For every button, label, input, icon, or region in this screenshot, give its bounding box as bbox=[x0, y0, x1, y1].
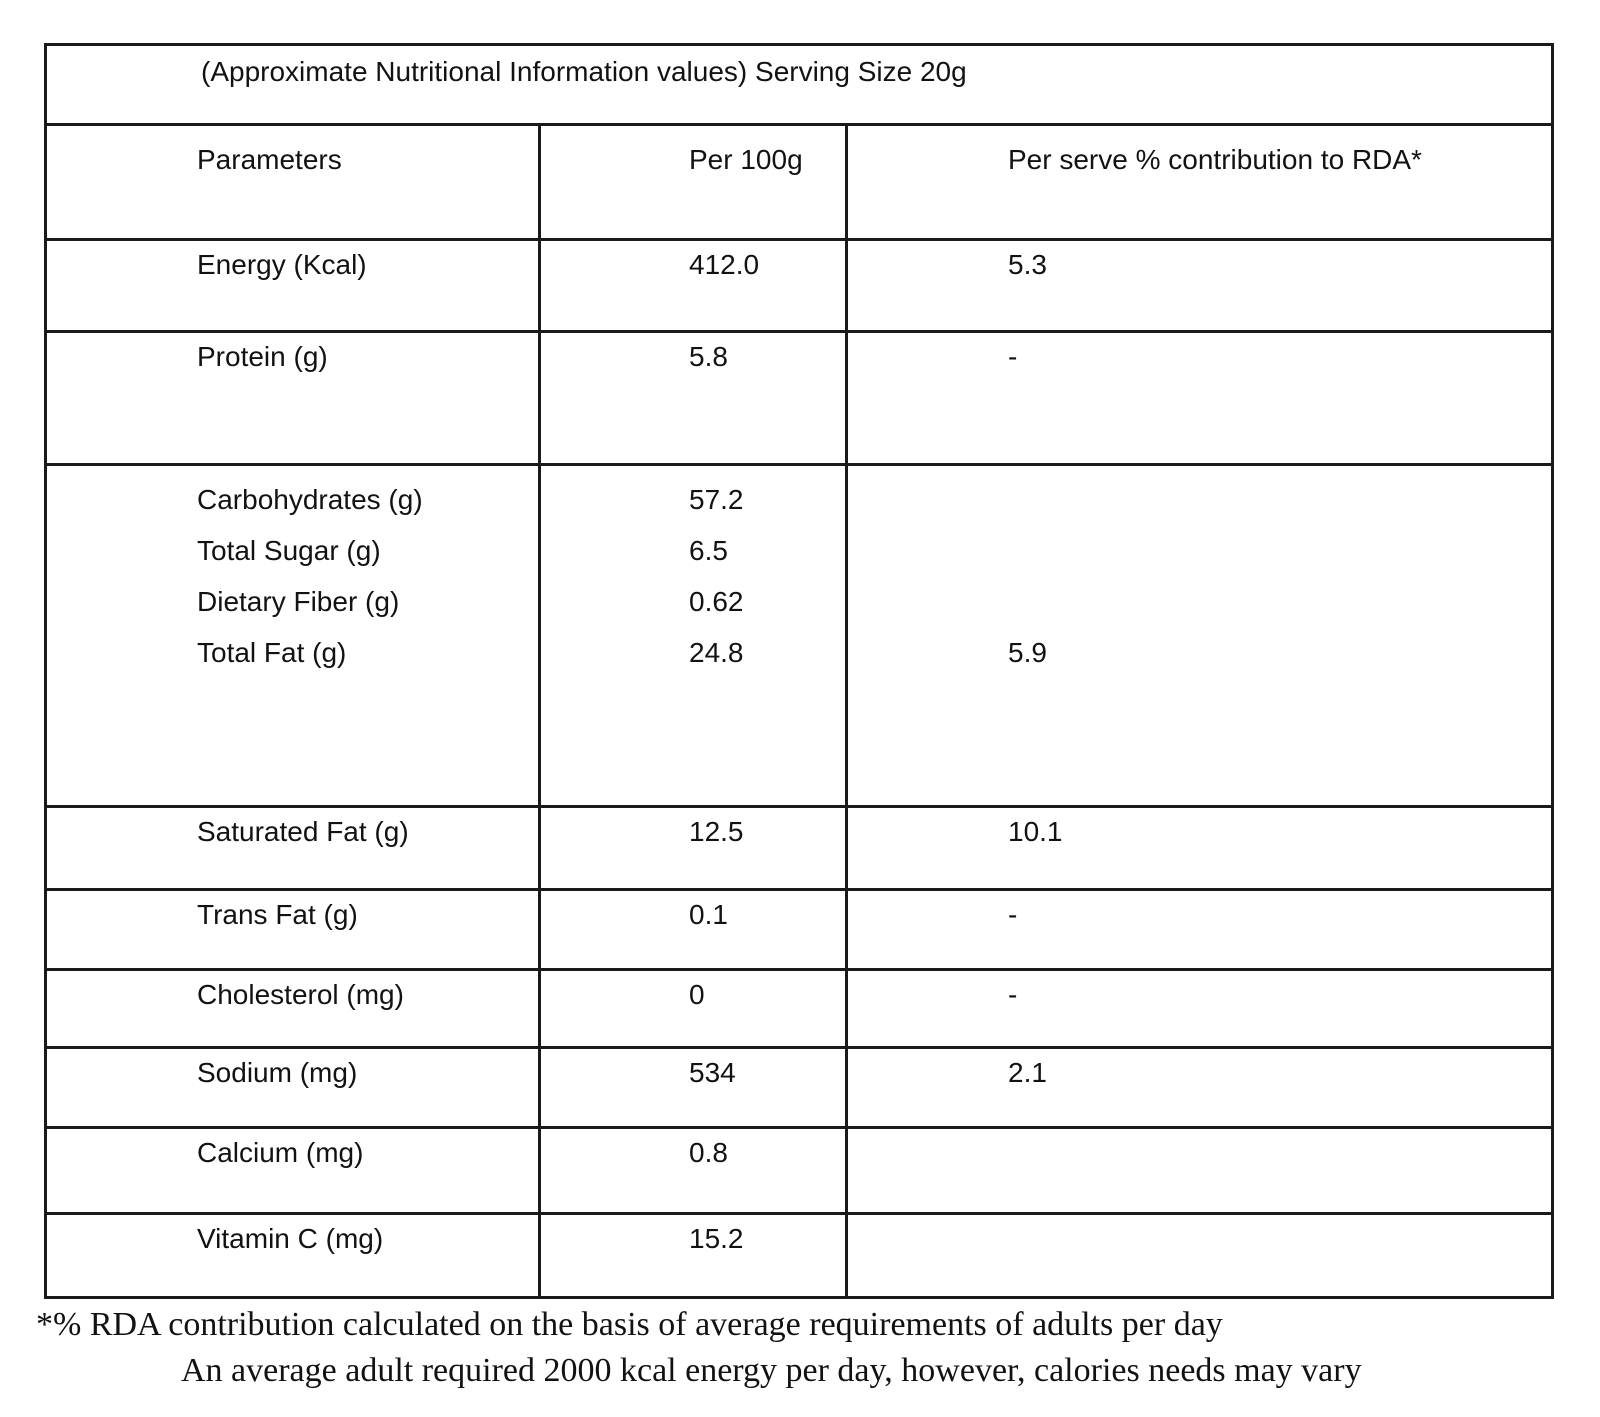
footnote-rda-basis: *% RDA contribution calculated on the ba… bbox=[36, 1306, 1223, 1343]
table-title: (Approximate Nutritional Information val… bbox=[43, 43, 1555, 126]
row-protein-per-100g: 5.8 bbox=[538, 330, 848, 466]
row-dietary-fiber-label: Dietary Fiber (g) bbox=[197, 586, 400, 617]
row-saturated-fat-per-100g: 12.5 bbox=[538, 805, 848, 891]
table-row-saturated-fat: Saturated Fat (g) 12.5 10.1 bbox=[44, 805, 1555, 891]
carb-group-rda: 5.9 bbox=[844, 463, 1555, 808]
row-sodium-rda: 2.1 bbox=[844, 1046, 1555, 1129]
row-dietary-fiber-per-100g: 0.62 bbox=[689, 586, 744, 617]
row-total-fat-per-100g: 24.8 bbox=[689, 637, 744, 668]
table-row-carbohydrate-group: Carbohydrates (g) Total Sugar (g) Dietar… bbox=[44, 463, 1555, 808]
table-row-cholesterol: Cholesterol (mg) 0 - bbox=[44, 968, 1555, 1049]
row-dietary-fiber-rda bbox=[1008, 576, 1545, 627]
table-row-vitamin-c: Vitamin C (mg) 15.2 bbox=[44, 1212, 1555, 1299]
row-sodium-label: Sodium (mg) bbox=[44, 1046, 541, 1129]
row-energy-label: Energy (Kcal) bbox=[44, 238, 541, 333]
row-total-fat-label: Total Fat (g) bbox=[197, 637, 347, 668]
row-calcium-per-100g: 0.8 bbox=[538, 1126, 848, 1215]
row-carbohydrates-label: Carbohydrates (g) bbox=[197, 484, 423, 515]
row-vitamin-c-per-100g: 15.2 bbox=[538, 1212, 848, 1299]
row-cholesterol-per-100g: 0 bbox=[538, 968, 848, 1049]
row-trans-fat-label: Trans Fat (g) bbox=[44, 888, 541, 971]
row-total-fat-rda: 5.9 bbox=[1008, 637, 1047, 668]
row-carbohydrates-rda bbox=[1008, 474, 1545, 525]
row-saturated-fat-rda: 10.1 bbox=[844, 805, 1555, 891]
row-carbohydrates-per-100g: 57.2 bbox=[689, 484, 744, 515]
header-row: Parameters Per 100g Per serve % contribu… bbox=[44, 123, 1555, 241]
row-calcium-label: Calcium (mg) bbox=[44, 1126, 541, 1215]
row-vitamin-c-rda bbox=[844, 1212, 1555, 1299]
footnote-average-adult: An average adult required 2000 kcal ener… bbox=[181, 1352, 1362, 1389]
table-row-calcium: Calcium (mg) 0.8 bbox=[44, 1126, 1555, 1215]
table-row-protein: Protein (g) 5.8 - bbox=[44, 330, 1555, 466]
table-row-energy: Energy (Kcal) 412.0 5.3 bbox=[44, 238, 1555, 333]
row-saturated-fat-label: Saturated Fat (g) bbox=[44, 805, 541, 891]
row-cholesterol-label: Cholesterol (mg) bbox=[44, 968, 541, 1049]
table-row-trans-fat: Trans Fat (g) 0.1 - bbox=[44, 888, 1555, 971]
row-sodium-per-100g: 534 bbox=[538, 1046, 848, 1129]
column-header-rda: Per serve % contribution to RDA* bbox=[844, 123, 1555, 241]
title-row: (Approximate Nutritional Information val… bbox=[43, 43, 1555, 126]
carb-group-labels: Carbohydrates (g) Total Sugar (g) Dietar… bbox=[44, 463, 541, 808]
row-cholesterol-rda: - bbox=[844, 968, 1555, 1049]
row-protein-rda: - bbox=[844, 330, 1555, 466]
row-energy-per-100g: 412.0 bbox=[538, 238, 848, 333]
row-protein-label: Protein (g) bbox=[44, 330, 541, 466]
nutrition-table: (Approximate Nutritional Information val… bbox=[43, 43, 1555, 1299]
row-total-sugar-per-100g: 6.5 bbox=[689, 535, 728, 566]
row-total-sugar-label: Total Sugar (g) bbox=[197, 535, 381, 566]
footnotes: *% RDA contribution calculated on the ba… bbox=[36, 1302, 1362, 1394]
row-trans-fat-per-100g: 0.1 bbox=[538, 888, 848, 971]
row-calcium-rda bbox=[844, 1126, 1555, 1215]
row-trans-fat-rda: - bbox=[844, 888, 1555, 971]
column-header-parameters: Parameters bbox=[44, 123, 541, 241]
row-energy-rda: 5.3 bbox=[844, 238, 1555, 333]
carb-group-per-100g: 57.2 6.5 0.62 24.8 bbox=[538, 463, 848, 808]
column-header-per-100g: Per 100g bbox=[538, 123, 848, 241]
table-row-sodium: Sodium (mg) 534 2.1 bbox=[44, 1046, 1555, 1129]
row-total-sugar-rda bbox=[1008, 525, 1545, 576]
row-vitamin-c-label: Vitamin C (mg) bbox=[44, 1212, 541, 1299]
